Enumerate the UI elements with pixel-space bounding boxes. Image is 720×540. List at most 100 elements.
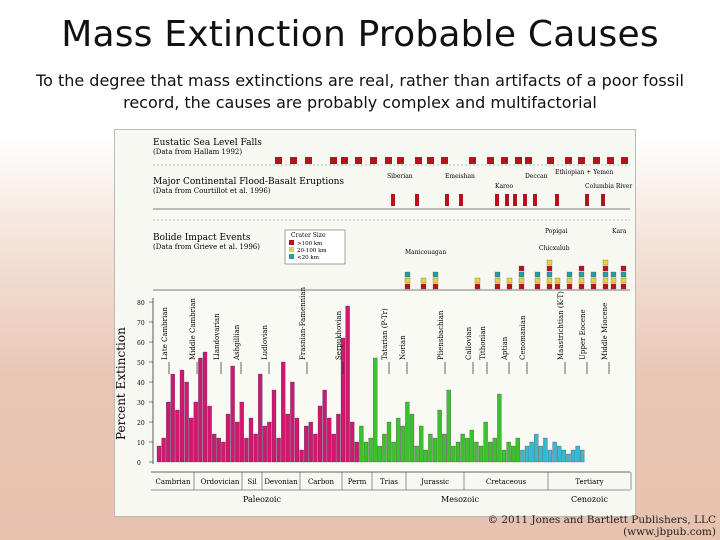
stage-bar — [400, 425, 405, 463]
flood-basalt-label: Karoo — [495, 183, 514, 190]
stage-bar — [428, 433, 433, 463]
crater-swatch-small — [289, 254, 294, 259]
y-tick-label: 80 — [137, 300, 145, 307]
stage-bar — [561, 449, 566, 463]
flood-basalt-label: Emeishan — [445, 173, 475, 180]
crater-legend-item: 20-100 km — [297, 248, 327, 254]
stage-bar — [478, 445, 484, 463]
bolide-marker — [554, 277, 561, 284]
flood-basalt-marker — [495, 194, 499, 206]
stage-bar — [179, 369, 185, 463]
period-label: Cambrian — [156, 478, 191, 486]
flood-basalt-markers — [391, 194, 605, 206]
extinction-figure: Eustatic Sea Level Falls (Data from Hall… — [114, 129, 636, 517]
extinction-event-label: Upper Eocene — [579, 309, 587, 360]
stage-bar — [552, 441, 557, 463]
bolide-marker — [474, 283, 481, 290]
flood-basalt-label: Siberian — [387, 173, 413, 180]
stage-bar — [331, 433, 336, 463]
crater-legend: Crater Size >100 km 20-100 km <20 km — [284, 229, 346, 265]
stage-bar — [244, 437, 249, 463]
bolide-marker — [590, 271, 597, 278]
bolide-marker — [546, 283, 553, 290]
stage-bar — [336, 413, 341, 463]
stage-bar — [396, 417, 401, 463]
bolide-marker — [546, 259, 553, 266]
bolide-marker — [420, 283, 427, 290]
bolide-marker — [566, 283, 573, 290]
stage-bar — [345, 305, 350, 463]
sea-level-marker — [397, 157, 404, 164]
stage-bar — [474, 441, 479, 463]
stage-bar — [465, 437, 470, 463]
extinction-event-label: Callovian — [465, 326, 473, 360]
stage-bar — [575, 445, 580, 463]
stage-bar — [520, 449, 525, 463]
stage-bar — [506, 441, 511, 463]
stage-bar — [524, 445, 530, 463]
bolide-marker — [578, 283, 585, 290]
flood-basalt-marker — [445, 194, 449, 206]
stage-bar — [455, 441, 461, 463]
stage-bar — [386, 421, 392, 463]
stage-bar — [258, 373, 263, 463]
era-label: Cenozoic — [571, 495, 608, 504]
bolide-marker — [534, 283, 541, 290]
stage-bar — [501, 449, 507, 463]
stage-bar — [391, 441, 396, 463]
bolide-marker — [518, 277, 525, 284]
sea-level-marker — [415, 157, 422, 164]
flood-basalt-title: Major Continental Flood-Basalt Eruptions — [153, 177, 344, 187]
flood-basalt-marker — [459, 194, 463, 206]
stage-bar — [557, 445, 562, 463]
slide-title: Mass Extinction Probable Causes — [61, 14, 659, 55]
stage-bar — [212, 433, 217, 463]
stage-bar — [570, 449, 576, 463]
y-tick-label: 50 — [137, 360, 145, 367]
flood-basalt-marker — [533, 194, 537, 206]
stage-bar — [543, 437, 548, 463]
bolide-marker — [578, 277, 585, 284]
sea-level-title: Eustatic Sea Level Falls — [153, 138, 262, 148]
y-axis-label: Percent Extinction — [115, 327, 128, 440]
stage-bar — [534, 433, 539, 463]
extinction-event-label: Late Cambrian — [161, 307, 169, 360]
extinction-event-label: Frasnian-Famennian — [299, 286, 307, 360]
stage-bar — [451, 445, 456, 463]
stage-bar — [253, 433, 258, 463]
y-axis: 0 10 20 30 40 50 60 70 80 — [137, 298, 154, 467]
sea-level-marker — [469, 157, 476, 164]
period-label: Cretaceous — [486, 478, 527, 486]
sea-level-marker — [290, 157, 297, 164]
stage-bar — [515, 437, 520, 463]
flood-basalt-marker — [391, 194, 395, 206]
y-tick-label: 40 — [137, 380, 145, 387]
stage-bar — [350, 421, 355, 463]
bolide-marker — [432, 277, 439, 284]
extinction-event-label: Ludlovian — [261, 325, 269, 360]
bolide-marker — [534, 277, 541, 284]
stage-bar — [373, 357, 378, 463]
bolide-marker — [518, 271, 525, 278]
extinction-figure-graphic: Eustatic Sea Level Falls (Data from Hall… — [115, 138, 635, 504]
bolide-marker — [534, 271, 541, 278]
bolide-marker — [602, 271, 609, 278]
period-label: Jurassic — [420, 478, 449, 486]
flood-basalt-marker — [415, 194, 419, 206]
bolide-marker — [578, 271, 585, 278]
extinction-event-label: Middle Cambrian — [189, 298, 197, 360]
flood-basalt-marker — [601, 194, 605, 206]
stage-bar — [354, 441, 359, 463]
period-label: Sil — [247, 478, 257, 486]
stage-bar — [483, 421, 488, 463]
bolide-marker — [590, 277, 597, 284]
period-label: Devonian — [264, 478, 298, 486]
extinction-event-labels: Late Cambrian Middle Cambrian Ashgillian Ll… — [161, 286, 610, 374]
bolide-marker — [494, 271, 501, 278]
sea-level-marker — [305, 157, 312, 164]
y-tick-label: 0 — [137, 460, 141, 467]
flood-basalt-label: Columbia River — [585, 183, 632, 190]
bolide-marker — [404, 271, 411, 278]
stage-bar — [285, 413, 290, 463]
flood-basalt-source: (Data from Courtillot et al. 1996) — [153, 187, 271, 195]
